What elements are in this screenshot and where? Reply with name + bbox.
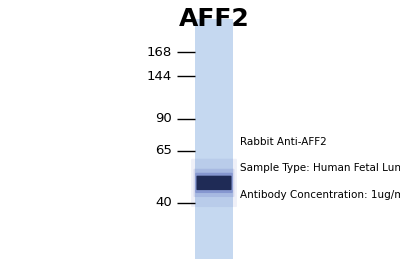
- Bar: [195, 19, 233, 259]
- Text: Antibody Concentration: 1ug/mL: Antibody Concentration: 1ug/mL: [240, 190, 400, 200]
- Text: 168: 168: [147, 46, 172, 58]
- Text: 144: 144: [147, 70, 172, 83]
- Text: AFF2: AFF2: [179, 7, 249, 31]
- FancyBboxPatch shape: [194, 169, 234, 197]
- FancyBboxPatch shape: [195, 173, 233, 193]
- FancyBboxPatch shape: [191, 159, 237, 207]
- Text: 40: 40: [156, 197, 172, 209]
- Text: 90: 90: [156, 112, 172, 125]
- FancyBboxPatch shape: [196, 176, 232, 190]
- Text: 65: 65: [155, 144, 172, 157]
- Text: Sample Type: Human Fetal Lung: Sample Type: Human Fetal Lung: [240, 163, 400, 173]
- Text: Rabbit Anti-AFF2: Rabbit Anti-AFF2: [240, 136, 327, 147]
